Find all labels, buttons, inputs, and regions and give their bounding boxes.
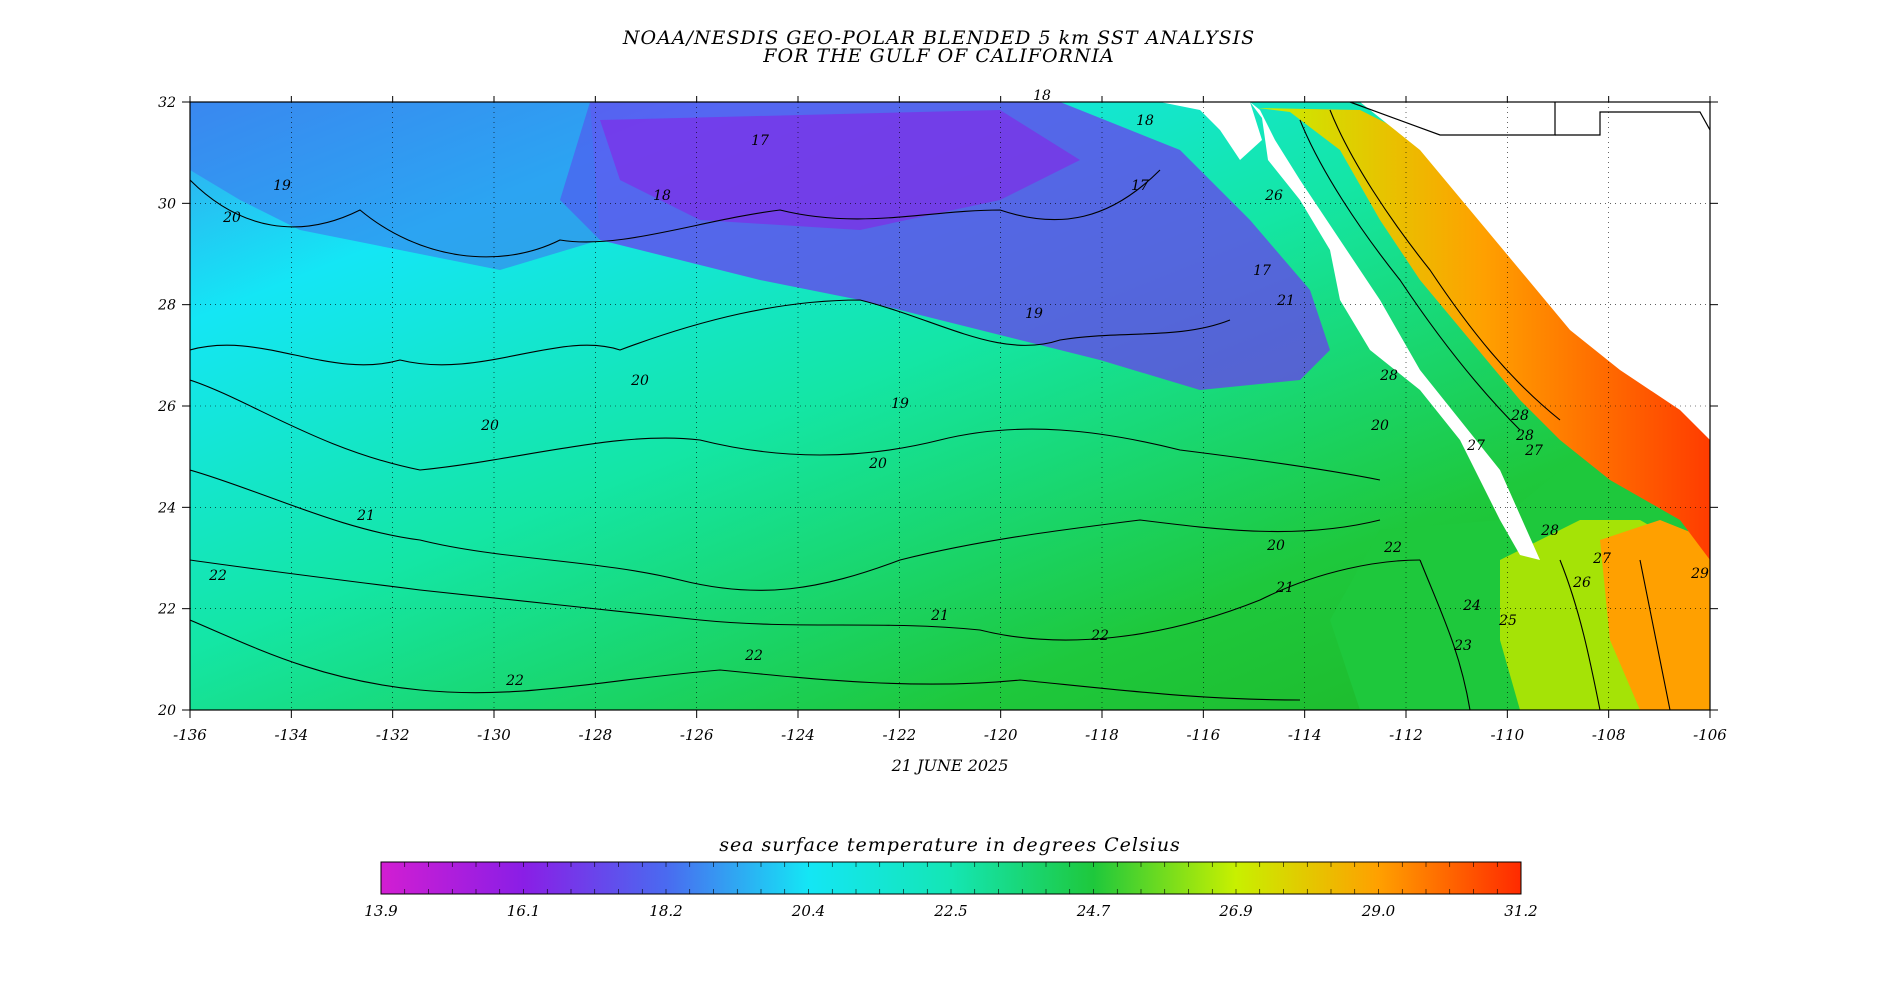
contour-label: 20	[1370, 418, 1389, 434]
contour-label: 25	[1498, 613, 1517, 629]
contour-label: 26	[1572, 575, 1591, 591]
contour-label: 28	[1515, 428, 1534, 444]
contour-label: 24	[1462, 598, 1481, 614]
contour-label: 21	[1275, 580, 1294, 596]
gulf-of-california	[1258, 108, 1710, 560]
lon-tick-label: -120	[984, 726, 1018, 744]
lon-tick-label: -106	[1693, 726, 1727, 744]
colorbar-tick-label: 29.0	[1361, 902, 1396, 920]
lon-tick-label: -118	[1085, 726, 1119, 744]
contour-label: 17	[1131, 178, 1149, 194]
contour-label: 21	[930, 608, 949, 624]
longitude-axis: -136 -134 -132 -130 -128 -126 -124 -122 -120 -118…	[173, 96, 1727, 744]
colorbar-title: sea surface temperature in degrees Celsi…	[719, 834, 1181, 856]
lon-tick-label: -108	[1592, 726, 1626, 744]
contour-label: 23	[1453, 638, 1472, 654]
lon-tick-label: -134	[274, 726, 308, 744]
contour-label: 22	[505, 673, 524, 689]
contour-label: 17	[751, 133, 769, 149]
graticule	[190, 102, 1710, 710]
analysis-date: 21 JUNE 2025	[891, 756, 1009, 775]
map-title-line1: NOAA/NESDIS GEO-POLAR BLENDED 5 km SST A…	[622, 27, 1256, 49]
contour-label: 27	[1592, 551, 1611, 567]
colorbar	[380, 861, 1522, 895]
lon-tick-label: -112	[1389, 726, 1423, 744]
contour-label: 19	[891, 396, 909, 412]
hot-south-region	[1600, 520, 1710, 710]
lon-tick-label: -136	[173, 726, 207, 744]
contour-label: 19	[1025, 306, 1043, 322]
lat-tick-label: 30	[158, 196, 176, 212]
colorbar-tick-label: 31.2	[1504, 902, 1537, 920]
colorbar-tick-label: 24.7	[1076, 902, 1111, 920]
contour-label: 27	[1524, 443, 1543, 459]
contour-label: 22	[744, 648, 763, 664]
contour-label: 27	[1466, 438, 1485, 454]
lon-tick-label: -116	[1186, 726, 1220, 744]
contour-labels: 19 20 18 17 18 17 19 18 20 20 19 20 21 21 22 22 22 21 22 20…	[208, 88, 1709, 689]
colorbar-tick-label: 26.9	[1218, 902, 1253, 920]
california-land	[1160, 102, 1262, 160]
contour-label: 29	[1690, 566, 1709, 582]
baja-california-land	[1250, 102, 1540, 560]
contour-label: 26	[1264, 188, 1283, 204]
us-mexico-border	[1349, 102, 1556, 136]
contour-label: 28	[1510, 408, 1529, 424]
border-east	[1555, 111, 1710, 136]
coldest-water	[600, 110, 1080, 230]
lon-tick-label: -130	[477, 726, 511, 744]
lon-tick-label: -110	[1490, 726, 1524, 744]
contour-label: 22	[208, 568, 227, 584]
contour-label: 21	[356, 508, 375, 524]
contour-label: 20	[222, 210, 241, 226]
contour-label: 20	[630, 373, 649, 389]
contour-label: 28	[1540, 523, 1559, 539]
colorbar-tick-label: 18.2	[649, 902, 682, 920]
contour-label: 28	[1379, 368, 1398, 384]
contour-label: 18	[653, 188, 671, 204]
colorbar-tick-label: 13.9	[364, 902, 398, 920]
colorbar-ticks: 13.9 16.1 18.2 20.4 22.5 24.7 26.9 29.0 31.2	[364, 862, 1538, 920]
lat-tick-label: 22	[157, 602, 176, 618]
lat-tick-label: 32	[158, 95, 176, 111]
contour-label: 22	[1090, 628, 1109, 644]
contour-label: 20	[480, 418, 499, 434]
colorbar-tick-label: 20.4	[791, 902, 825, 920]
contour-label: 17	[1253, 263, 1271, 279]
contour-label: 18	[1136, 113, 1154, 129]
contour-label: 22	[1383, 540, 1402, 556]
lat-tick-label: 26	[157, 399, 176, 415]
lon-tick-label: -128	[578, 726, 612, 744]
lat-tick-label: 28	[157, 298, 176, 314]
lon-tick-label: -122	[882, 726, 916, 744]
lat-tick-label: 20	[157, 703, 176, 719]
map-title-line2: FOR THE GULF OF CALIFORNIA	[763, 45, 1115, 67]
contour-label: 19	[273, 178, 291, 194]
lon-tick-label: -114	[1288, 726, 1322, 744]
contour-label: 18	[1033, 88, 1051, 104]
lon-tick-label: -132	[376, 726, 410, 744]
colorbar-tick-label: 22.5	[933, 902, 967, 920]
cool-water-west	[190, 102, 600, 270]
lat-tick-label: 24	[157, 500, 176, 516]
colorbar-tick-label: 16.1	[507, 902, 540, 920]
contour-label: 21	[1276, 293, 1295, 309]
latitude-axis: 20 22 24 26 28 30 32	[157, 95, 1718, 719]
mainland-mexico-land	[1360, 102, 1710, 440]
lon-tick-label: -126	[680, 726, 714, 744]
contour-label: 20	[1266, 538, 1285, 554]
lon-tick-label: -124	[781, 726, 815, 744]
isotherm-contours	[190, 109, 1671, 710]
contour-label: 20	[868, 456, 887, 472]
